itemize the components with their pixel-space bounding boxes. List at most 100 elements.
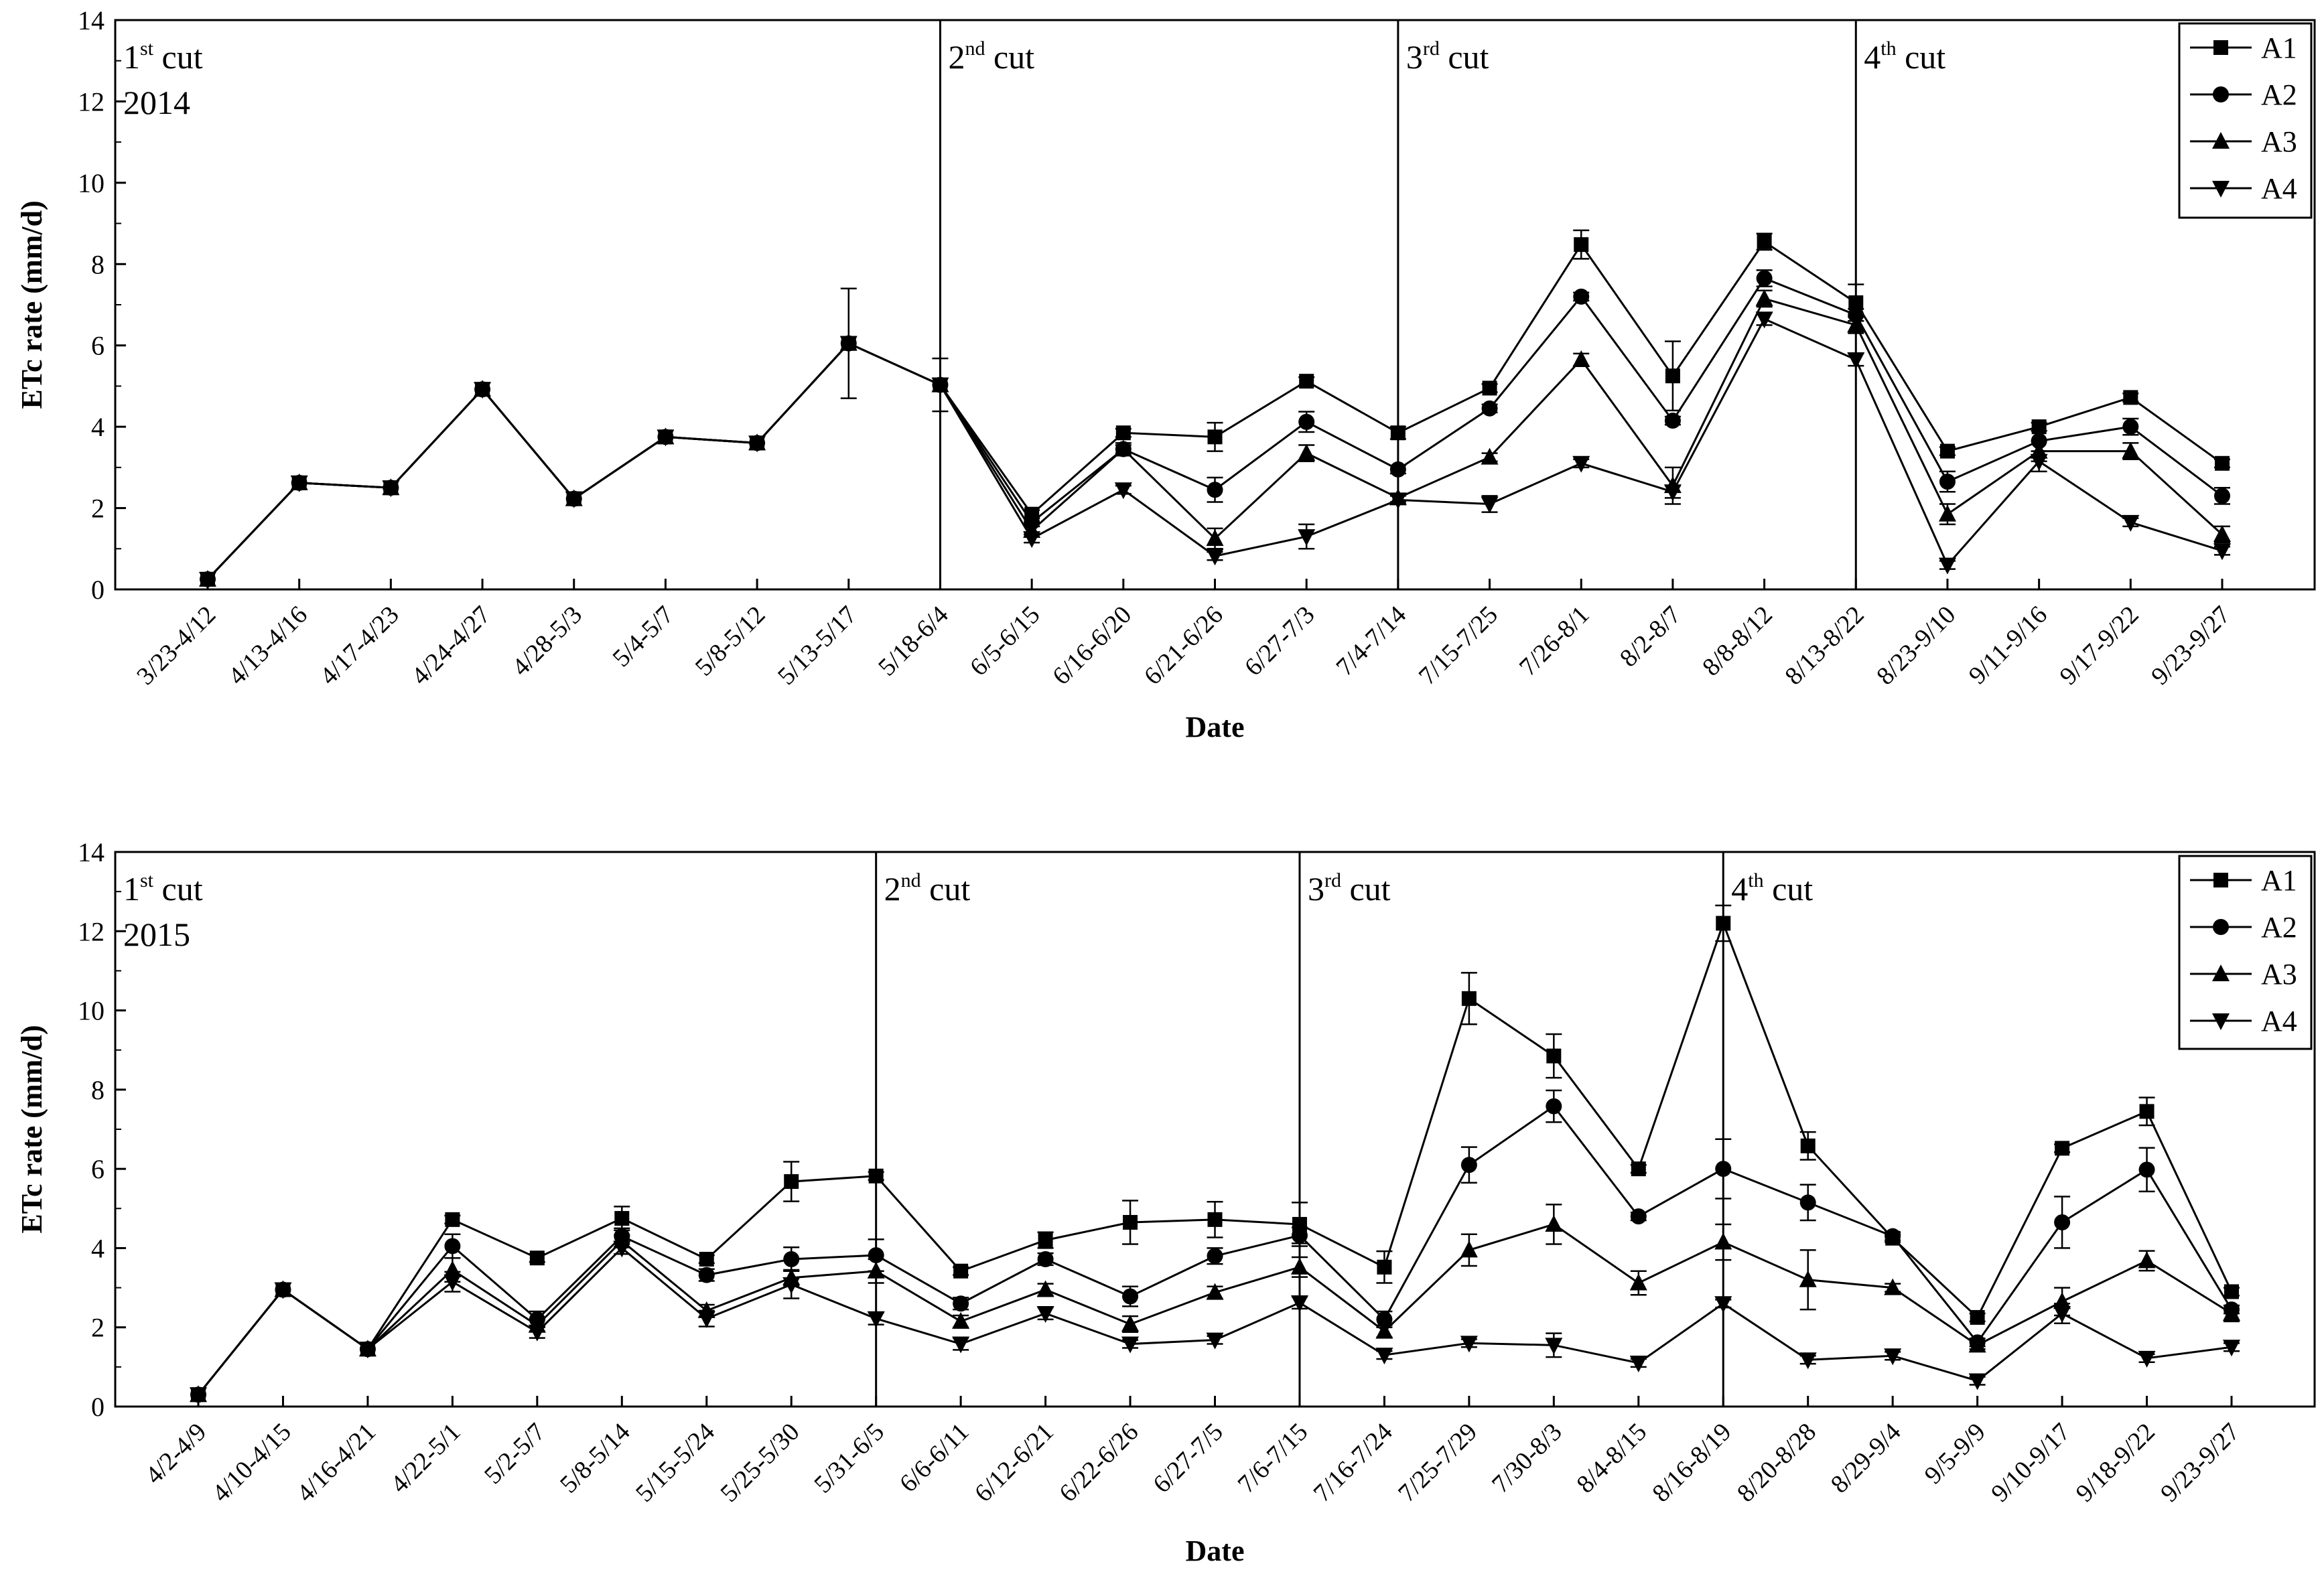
legend: A1 A2 A3 A4 (2178, 855, 2313, 1050)
x-axis-title: Date (1186, 1534, 1245, 1567)
legend-label-A1: A1 (2261, 864, 2297, 897)
data-point-A4 (1114, 482, 1132, 500)
legend: A1 A2 A3 A4 (2178, 22, 2313, 219)
x-tick-label: 5/4-5/7 (607, 601, 679, 672)
data-point-A4 (1023, 531, 1041, 549)
y-tick-label: 6 (91, 1154, 105, 1184)
data-point-A4 (1375, 1348, 1393, 1365)
data-point-A4 (358, 1342, 377, 1359)
data-point-A4 (867, 1311, 885, 1328)
data-point-A4 (443, 1274, 462, 1291)
legend-marker-A2 (2213, 919, 2229, 935)
legend-marker-A2 (2213, 86, 2229, 102)
x-tick-label: 5/31-6/5 (809, 1418, 890, 1499)
data-point-A2 (1885, 1228, 1901, 1244)
data-point-A2 (2138, 1161, 2155, 1178)
data-point-A1 (699, 1251, 714, 1267)
data-point-A4 (1799, 1352, 1817, 1370)
x-tick-label: 8/13-8/22 (1779, 601, 1869, 691)
y-tick-label: 4 (91, 412, 105, 442)
x-tick-label: 9/11-9/16 (1964, 601, 2053, 690)
data-point-A2 (1939, 474, 1956, 490)
data-point-A3 (1036, 1280, 1054, 1297)
x-tick-label: 8/2-8/7 (1615, 601, 1686, 672)
data-point-A4 (1460, 1336, 1478, 1353)
x-tick-label: 6/6-6/11 (894, 1418, 975, 1498)
data-point-A1 (1482, 380, 1497, 396)
x-tick-label: 4/22-5/1 (385, 1418, 466, 1499)
y-tick-label: 4 (91, 1233, 105, 1263)
data-point-A2 (783, 1250, 800, 1267)
x-tick-label: 6/27-7/3 (1239, 601, 1320, 682)
data-point-A2 (1481, 400, 1498, 417)
data-point-A3 (1481, 447, 1499, 465)
x-tick-label: 4/13-4/16 (223, 601, 313, 691)
data-point-A3 (1884, 1278, 1902, 1295)
data-point-A4 (2138, 1350, 2156, 1368)
data-point-A1 (868, 1168, 884, 1184)
chart-panel-2014: 0 2 4 6 8 10 12 14 ETc rate (mm/d) 3/23-4/12 4/13-… (15, 5, 2316, 743)
data-point-A2 (1546, 1098, 1562, 1115)
data-point-A1 (953, 1263, 969, 1279)
data-point-A4 (528, 1324, 546, 1342)
data-point-A1 (1631, 1161, 1646, 1177)
data-point-A4 (1290, 1295, 1308, 1313)
data-point-A2 (1664, 413, 1681, 429)
data-point-A2 (1756, 270, 1773, 287)
data-point-A3 (1629, 1273, 1647, 1291)
data-point-A1 (1207, 1212, 1223, 1227)
y-tick-label: 6 (91, 331, 105, 361)
data-point-A3 (443, 1260, 462, 1277)
data-point-A4 (1545, 1338, 1563, 1355)
x-tick-label: 7/4-7/14 (1330, 601, 1412, 682)
x-tick-label: 4/10-4/15 (207, 1418, 297, 1508)
x-tick-label: 3/23-4/12 (131, 601, 221, 691)
data-point-A1 (1757, 234, 1772, 249)
data-point-A4 (782, 1277, 801, 1294)
data-point-A3 (2122, 441, 2140, 459)
x-tick-label: 6/12-6/21 (969, 1418, 1059, 1508)
legend-marker-A1 (2213, 873, 2228, 887)
plot-frame (114, 19, 2316, 591)
x-tick-label: 8/4-8/15 (1571, 1418, 1652, 1499)
x-tick-label: 9/10-9/17 (1986, 1418, 2075, 1508)
data-point-A4 (1847, 352, 1865, 369)
x-tick-label: 9/17-9/22 (2054, 601, 2144, 691)
x-tick-label: 4/16-4/21 (291, 1418, 381, 1508)
x-tick-label: 5/8-5/12 (690, 601, 771, 682)
cut-label: 4th cut (1864, 38, 1945, 76)
data-point-A3 (1206, 529, 1224, 547)
data-point-A4 (1938, 557, 1956, 575)
data-point-A4 (2223, 1340, 2240, 1357)
data-point-A3 (1121, 1314, 1140, 1332)
data-point-A1 (1390, 425, 1406, 441)
x-tick-label: 8/16-8/19 (1647, 1418, 1736, 1508)
data-point-A2 (1291, 1227, 1308, 1244)
legend-box (2178, 22, 2313, 219)
data-point-A4 (1968, 1373, 1986, 1390)
data-point-A2 (1037, 1250, 1054, 1267)
data-point-A2 (953, 1295, 969, 1312)
data-point-A3 (1290, 1257, 1308, 1275)
data-point-A3 (952, 1311, 970, 1329)
y-tick-label: 12 (78, 86, 105, 117)
data-point-A4 (1036, 1306, 1054, 1323)
data-point-A1 (1377, 1259, 1392, 1275)
x-tick-label: 7/26-8/1 (1514, 601, 1595, 682)
data-point-A4 (199, 571, 216, 589)
series-A2 (190, 1089, 2240, 1403)
legend-label-A4: A4 (2261, 1005, 2297, 1037)
data-point-A1 (1939, 443, 1955, 459)
data-point-A4 (474, 382, 492, 399)
data-point-A1 (2224, 1284, 2239, 1299)
data-point-A2 (2214, 488, 2230, 504)
data-point-A4 (952, 1336, 970, 1354)
data-point-A4 (1714, 1296, 1732, 1313)
y-tick-label: 12 (78, 916, 105, 946)
data-point-A2 (1376, 1311, 1393, 1328)
y-tick-label: 14 (78, 837, 105, 867)
series-A4 (190, 1240, 2240, 1405)
data-point-A1 (1574, 237, 1589, 253)
data-point-A1 (2215, 455, 2230, 471)
x-tick-label: 9/23-9/27 (2155, 1418, 2245, 1508)
